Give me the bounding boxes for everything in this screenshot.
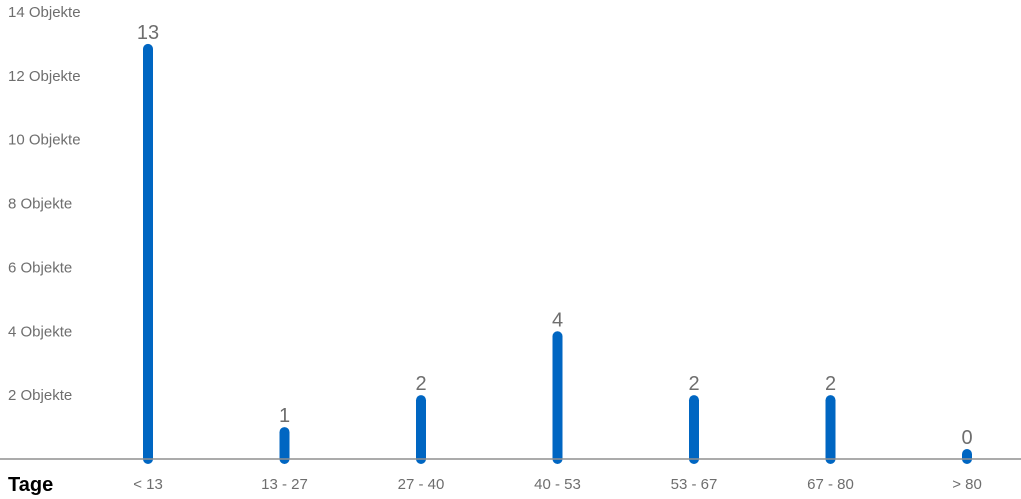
data-label: 2 <box>415 373 426 395</box>
data-label: 4 <box>552 309 563 331</box>
x-tick-label: 40 - 53 <box>534 476 581 493</box>
y-tick-label: 2 Objekte <box>8 387 72 404</box>
x-tick-label: < 13 <box>133 476 163 493</box>
bar <box>552 331 563 464</box>
data-labels: 13 1 2 4 2 2 0 <box>137 22 973 449</box>
y-tick-label: 10 Objekte <box>8 132 81 149</box>
x-axis-title: Tage <box>8 474 53 496</box>
x-tick-label: 53 - 67 <box>671 476 718 493</box>
y-tick-label: 8 Objekte <box>8 196 72 213</box>
bar <box>825 395 836 464</box>
bar <box>416 395 426 464</box>
y-axis-ticks: 2 Objekte 4 Objekte 6 Objekte 8 Objekte 10 O… <box>8 4 81 404</box>
x-tick-label: 67 - 80 <box>807 476 854 493</box>
y-tick-label: 14 Objekte <box>8 4 81 21</box>
x-tick-label: > 80 <box>952 476 982 493</box>
bar <box>962 449 972 464</box>
data-label: 13 <box>137 22 159 44</box>
data-label: 2 <box>688 373 699 395</box>
data-label: 1 <box>279 405 290 427</box>
y-tick-label: 6 Objekte <box>8 259 72 276</box>
bar <box>143 43 153 465</box>
data-label: 0 <box>961 427 972 449</box>
bar <box>279 427 290 464</box>
x-axis-ticks: < 13 13 - 27 27 - 40 40 - 53 53 - 67 67 - 80 >… <box>133 476 982 493</box>
bar <box>689 395 699 464</box>
y-tick-label: 4 Objekte <box>8 323 72 340</box>
x-tick-label: 13 - 27 <box>261 476 308 493</box>
bars <box>143 43 972 465</box>
x-tick-label: 27 - 40 <box>398 476 445 493</box>
data-label: 2 <box>825 373 836 395</box>
y-tick-label: 12 Objekte <box>8 68 81 85</box>
